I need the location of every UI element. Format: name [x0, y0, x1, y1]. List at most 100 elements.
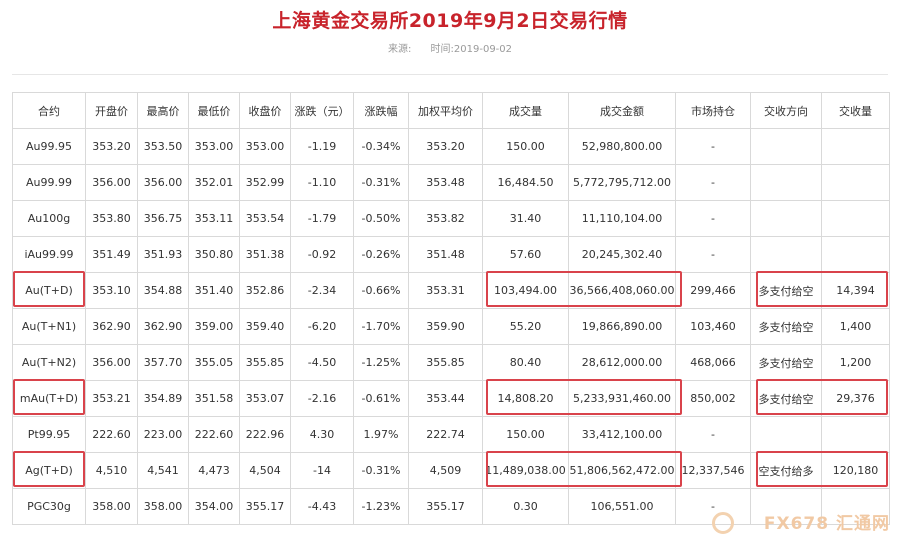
cell-weighted-avg: 355.85 [408, 344, 483, 381]
cell-close: 353.54 [239, 200, 291, 237]
cell-weighted-avg: 359.90 [408, 308, 483, 345]
cell-delivery-direction: 多支付给空 [750, 308, 822, 345]
cell-volume: 57.60 [482, 236, 569, 273]
cell-weighted-avg: 353.48 [408, 164, 483, 201]
cell-open-interest: - [675, 200, 751, 237]
table-row: Au99.95 353.20 353.50 353.00 353.00 -1.19 -0.3… [12, 128, 890, 165]
table-row: PGC30g 358.00 358.00 354.00 355.17 -4.43 -1.23… [12, 488, 890, 525]
cell-contract: PGC30g [12, 488, 86, 525]
cell-delivery-direction [750, 164, 822, 201]
cell-contract: Au99.99 [12, 164, 86, 201]
cell-turnover: 5,772,795,712.00 [568, 164, 676, 201]
cell-volume: 150.00 [482, 128, 569, 165]
publish-time: 时间:2019-09-02 [430, 44, 513, 55]
cell-delivery-direction: 多支付给空 [750, 272, 822, 309]
cell-change-pct: -1.70% [353, 308, 409, 345]
table-row: Au(T+N1) 362.90 362.90 359.00 359.40 -6.20 -1.… [12, 308, 890, 345]
cell-high: 354.88 [137, 272, 189, 309]
header-delivery-direction: 交收方向 [750, 92, 822, 129]
cell-change-pct: -0.31% [353, 452, 409, 489]
cell-change-pct: -1.23% [353, 488, 409, 525]
table-header-row: 合约 开盘价 最高价 最低价 收盘价 涨跌（元） 涨跌幅 加权平均价 成交量 成… [12, 92, 890, 129]
cell-change: -4.50 [290, 344, 354, 381]
source-label: 来源: [387, 44, 412, 55]
cell-low: 222.60 [188, 416, 240, 453]
cell-change: -4.43 [290, 488, 354, 525]
cell-turnover: 28,612,000.00 [568, 344, 676, 381]
cell-change: -14 [290, 452, 354, 489]
cell-volume: 150.00 [482, 416, 569, 453]
cell-open: 222.60 [85, 416, 138, 453]
cell-delivery-direction [750, 416, 822, 453]
cell-open: 4,510 [85, 452, 138, 489]
cell-change: -2.16 [290, 380, 354, 417]
cell-delivery-volume: 14,394 [821, 272, 890, 309]
cell-low: 351.40 [188, 272, 240, 309]
cell-delivery-volume [821, 128, 890, 165]
cell-turnover: 52,980,800.00 [568, 128, 676, 165]
cell-change-pct: -0.34% [353, 128, 409, 165]
cell-change: 4.30 [290, 416, 354, 453]
cell-low: 355.05 [188, 344, 240, 381]
cell-weighted-avg: 355.17 [408, 488, 483, 525]
cell-change: -2.34 [290, 272, 354, 309]
cell-turnover: 19,866,890.00 [568, 308, 676, 345]
cell-low: 350.80 [188, 236, 240, 273]
cell-open-interest: - [675, 164, 751, 201]
cell-close: 222.96 [239, 416, 291, 453]
cell-low: 352.01 [188, 164, 240, 201]
header-volume: 成交量 [482, 92, 569, 129]
cell-contract: Au(T+N2) [12, 344, 86, 381]
cell-open: 356.00 [85, 344, 138, 381]
watermark-logo-icon [712, 512, 734, 534]
cell-delivery-volume [821, 200, 890, 237]
cell-low: 4,473 [188, 452, 240, 489]
cell-weighted-avg: 353.31 [408, 272, 483, 309]
cell-delivery-volume [821, 416, 890, 453]
cell-turnover: 11,110,104.00 [568, 200, 676, 237]
cell-volume: 16,484.50 [482, 164, 569, 201]
cell-high: 354.89 [137, 380, 189, 417]
table-row: Au100g 353.80 356.75 353.11 353.54 -1.79 -0.50… [12, 200, 890, 237]
cell-change-pct: -1.25% [353, 344, 409, 381]
cell-change-pct: -0.26% [353, 236, 409, 273]
cell-high: 223.00 [137, 416, 189, 453]
cell-turnover: 51,806,562,472.00 [568, 452, 676, 489]
cell-low: 359.00 [188, 308, 240, 345]
cell-low: 353.11 [188, 200, 240, 237]
cell-change-pct: -0.66% [353, 272, 409, 309]
cell-weighted-avg: 4,509 [408, 452, 483, 489]
header-low: 最低价 [188, 92, 240, 129]
cell-delivery-direction [750, 236, 822, 273]
cell-open: 358.00 [85, 488, 138, 525]
cell-change-pct: -0.61% [353, 380, 409, 417]
cell-open-interest: 850,002 [675, 380, 751, 417]
cell-high: 351.93 [137, 236, 189, 273]
cell-delivery-direction [750, 200, 822, 237]
quotes-table: 合约 开盘价 最高价 最低价 收盘价 涨跌（元） 涨跌幅 加权平均价 成交量 成… [12, 92, 890, 525]
cell-open: 353.20 [85, 128, 138, 165]
cell-high: 357.70 [137, 344, 189, 381]
cell-delivery-volume [821, 164, 890, 201]
cell-weighted-avg: 351.48 [408, 236, 483, 273]
cell-high: 362.90 [137, 308, 189, 345]
cell-open-interest: - [675, 236, 751, 273]
cell-open-interest: - [675, 416, 751, 453]
cell-high: 353.50 [137, 128, 189, 165]
cell-open: 356.00 [85, 164, 138, 201]
header-open-interest: 市场持仓 [675, 92, 751, 129]
cell-volume: 55.20 [482, 308, 569, 345]
header-open: 开盘价 [85, 92, 138, 129]
header-turnover: 成交金额 [568, 92, 676, 129]
cell-high: 356.00 [137, 164, 189, 201]
cell-volume: 80.40 [482, 344, 569, 381]
cell-change-pct: -0.31% [353, 164, 409, 201]
cell-close: 359.40 [239, 308, 291, 345]
cell-low: 351.58 [188, 380, 240, 417]
cell-low: 353.00 [188, 128, 240, 165]
header-delivery-volume: 交收量 [821, 92, 890, 129]
cell-open: 362.90 [85, 308, 138, 345]
cell-turnover: 33,412,100.00 [568, 416, 676, 453]
cell-contract: Au99.95 [12, 128, 86, 165]
cell-change: -1.10 [290, 164, 354, 201]
